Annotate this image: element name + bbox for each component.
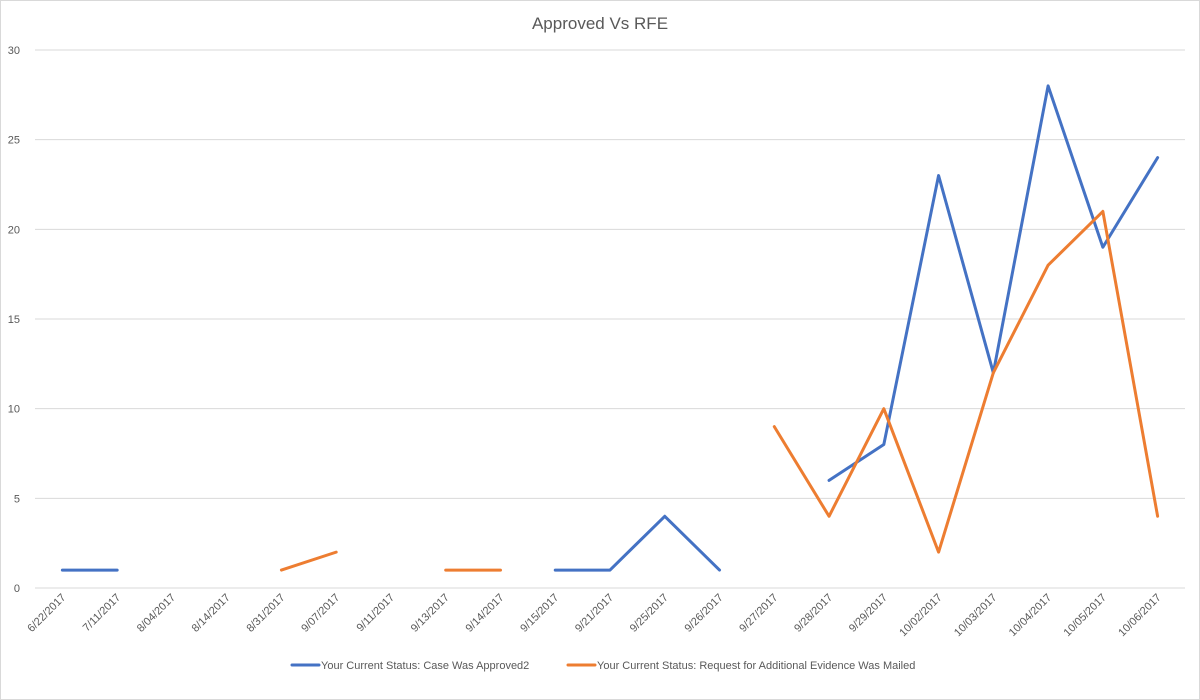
x-tick-label: 9/26/2017 <box>683 592 726 635</box>
x-tick-label: 9/21/2017 <box>573 592 616 635</box>
x-tick-label: 8/31/2017 <box>244 592 287 635</box>
series-line-segment <box>279 550 338 572</box>
x-tick-label: 9/27/2017 <box>737 592 780 635</box>
x-tick-label: 8/04/2017 <box>135 592 178 635</box>
y-tick-label: 20 <box>8 224 20 236</box>
y-tick-label: 15 <box>8 314 20 326</box>
legend-item-1: Your Current Status: Case Was Approved2 <box>290 660 529 672</box>
x-tick-label: 10/04/2017 <box>1007 592 1054 639</box>
series-1 <box>60 84 1160 572</box>
legend: Your Current Status: Case Was Approved2 Y… <box>290 660 915 672</box>
x-tick-label: 9/25/2017 <box>628 592 671 635</box>
x-tick-label: 9/11/2017 <box>355 592 398 635</box>
y-tick-label: 25 <box>8 135 20 147</box>
x-tick-label: 8/14/2017 <box>190 592 233 635</box>
legend-label: Your Current Status: Case Was Approved2 <box>321 660 529 672</box>
y-tick-label: 5 <box>14 493 20 505</box>
x-tick-label: 9/14/2017 <box>464 592 507 635</box>
chart-title: Approved Vs RFE <box>532 14 668 33</box>
x-tick-label: 10/03/2017 <box>952 592 999 639</box>
legend-label: Your Current Status: Request for Additio… <box>597 660 915 672</box>
x-axis-ticks: 6/22/2017 7/11/2017 8/04/2017 8/14/2017 8/31… <box>25 592 1163 639</box>
x-tick-label: 10/06/2017 <box>1116 592 1163 639</box>
x-tick-label: 10/02/2017 <box>897 592 944 639</box>
x-tick-label: 9/13/2017 <box>409 592 452 635</box>
x-tick-label: 6/22/2017 <box>25 592 68 635</box>
y-tick-label: 0 <box>14 583 20 595</box>
series-line-segment <box>772 209 1160 554</box>
series-lines <box>60 84 1160 572</box>
x-tick-label: 7/11/2017 <box>81 592 124 635</box>
x-tick-label: 9/07/2017 <box>299 592 342 635</box>
series-2 <box>279 209 1160 572</box>
x-tick-label: 9/15/2017 <box>518 592 561 635</box>
x-tick-label: 9/29/2017 <box>847 592 890 635</box>
y-axis-ticks: 0 5 10 15 20 25 30 <box>8 45 20 595</box>
series-line-segment <box>553 514 722 572</box>
x-tick-label: 10/05/2017 <box>1062 592 1109 639</box>
x-tick-label: 9/28/2017 <box>792 592 835 635</box>
y-tick-label: 10 <box>8 404 20 416</box>
y-tick-label: 30 <box>8 45 20 57</box>
legend-item-2: Your Current Status: Request for Additio… <box>566 660 915 672</box>
gridlines <box>35 49 1185 589</box>
